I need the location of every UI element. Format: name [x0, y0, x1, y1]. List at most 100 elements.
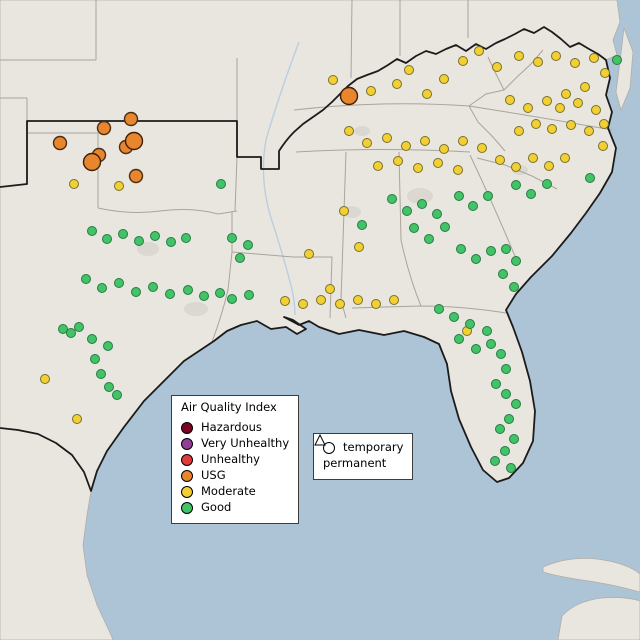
symbol-legend-rows: temporary permanent — [314, 434, 403, 472]
aqi-station-dot-good — [58, 324, 68, 334]
aqi-station-dot-good — [118, 229, 128, 239]
aqi-station-dot-good — [104, 382, 114, 392]
aqi-station-dot-good — [511, 256, 521, 266]
aqi-station-dot-moderate — [544, 161, 554, 171]
aqi-station-dot-good — [103, 341, 113, 351]
aqi-station-dot-moderate — [598, 141, 608, 151]
aqi-station-dot-good — [526, 189, 536, 199]
aqi-station-dot-moderate — [561, 89, 571, 99]
aqi-station-dot-moderate — [392, 79, 402, 89]
aqi-station-dot-moderate — [373, 161, 383, 171]
symbol-legend-item: temporary — [323, 440, 403, 456]
aqi-station-dot-good — [612, 55, 622, 65]
aqi-station-dot-good — [471, 344, 481, 354]
aqi-station-dot-moderate — [371, 299, 381, 309]
aqi-station-dot-moderate — [69, 179, 79, 189]
aqi-station-dot-good — [432, 209, 442, 219]
aqi-station-dot-moderate — [573, 98, 583, 108]
aqi-station-dot-moderate — [335, 299, 345, 309]
aqi-station-dot-good — [509, 434, 519, 444]
aqi-color-marker-icon — [181, 501, 193, 514]
aqi-station-dot-good — [449, 312, 459, 322]
aqi-legend-item: Very Unhealthy — [181, 436, 289, 452]
cuba-island — [542, 557, 640, 593]
aqi-station-dot-good — [134, 236, 144, 246]
symbol-legend-item: permanent — [314, 434, 403, 472]
aqi-station-dot-moderate — [362, 138, 372, 148]
aqi-legend-rows: Hazardous Very Unhealthy Unhealthy USG Moder… — [181, 420, 289, 516]
aqi-station-dot-moderate — [339, 206, 349, 216]
aqi-legend-label: Moderate — [201, 483, 256, 498]
aqi-station-dot-moderate — [422, 89, 432, 99]
aqi-legend-label: Hazardous — [201, 419, 262, 434]
aqi-station-dot-good — [227, 233, 237, 243]
aqi-color-marker-icon — [181, 469, 193, 482]
aqi-station-dot-good — [424, 234, 434, 244]
aqi-station-dot-moderate — [382, 133, 392, 143]
aqi-station-dot-good — [166, 237, 176, 247]
aqi-station-dot-good — [483, 191, 493, 201]
aqi-station-dot-good — [235, 253, 245, 263]
aqi-station-dot-good — [87, 334, 97, 344]
aqi-color-marker-icon — [181, 485, 193, 498]
aqi-station-dot-moderate — [316, 295, 326, 305]
aqi-station-dot-usg — [52, 135, 68, 151]
aqi-station-dot-good — [181, 233, 191, 243]
triangle-symbol-icon — [314, 434, 326, 446]
aqi-station-dot-moderate — [404, 65, 414, 75]
aqi-station-dot-good — [227, 294, 237, 304]
aqi-station-dot-moderate — [566, 120, 576, 130]
aqi-station-dot-moderate — [366, 86, 376, 96]
aqi-station-dot-moderate — [528, 153, 538, 163]
aqi-station-dot-moderate — [477, 143, 487, 153]
aqi-station-dot-usg — [123, 111, 139, 127]
aqi-station-dot-moderate — [328, 75, 338, 85]
aqi-station-dot-moderate — [600, 68, 610, 78]
aqi-legend: Air Quality Index Hazardous Very Unhealth… — [171, 395, 300, 524]
aqi-station-dot-good — [501, 389, 511, 399]
aqi-station-dot-moderate — [298, 299, 308, 309]
aqi-station-dot-moderate — [393, 156, 403, 166]
aqi-station-dot-moderate — [280, 296, 290, 306]
aqi-station-dot-moderate — [389, 295, 399, 305]
aqi-station-dot-good — [491, 379, 501, 389]
aqi-station-dot-moderate — [511, 162, 521, 172]
aqi-station-dot-moderate — [533, 57, 543, 67]
aqi-station-dot-moderate — [523, 103, 533, 113]
aqi-station-dot-good — [199, 291, 209, 301]
aqi-legend-label: USG — [201, 467, 226, 482]
aqi-station-dot-good — [490, 456, 500, 466]
aqi-station-dot-moderate — [114, 181, 124, 191]
aqi-station-dot-moderate — [514, 51, 524, 61]
aqi-station-dot-good — [501, 244, 511, 254]
aqi-station-dot-good — [496, 349, 506, 359]
aqi-station-dot-good — [96, 369, 106, 379]
aqi-station-dot-good — [387, 194, 397, 204]
aqi-station-dot-good — [183, 285, 193, 295]
aqi-station-dot-good — [440, 222, 450, 232]
aqi-station-dot-good — [165, 289, 175, 299]
aqi-color-marker-icon — [181, 437, 193, 450]
aqi-legend-item: Unhealthy — [181, 452, 289, 468]
aqi-station-dot-moderate — [505, 95, 515, 105]
mississippi-river — [262, 41, 300, 316]
aqi-station-dot-usg — [128, 168, 144, 184]
aqi-station-dot-moderate — [439, 144, 449, 154]
aqi-station-dot-good — [585, 173, 595, 183]
aqi-station-dot-good — [509, 282, 519, 292]
aqi-station-dot-good — [90, 354, 100, 364]
aqi-station-dot-good — [465, 319, 475, 329]
aqi-station-dot-good — [66, 328, 76, 338]
aqi-station-dot-good — [506, 463, 516, 473]
aqi-station-dot-moderate — [439, 74, 449, 84]
aqi-color-marker-icon — [181, 453, 193, 466]
aqi-station-dot-good — [511, 399, 521, 409]
aqi-station-dot-good — [215, 288, 225, 298]
aqi-station-dot-good — [486, 339, 496, 349]
aqi-station-dot-good — [468, 201, 478, 211]
aqi-station-dot-good — [501, 364, 511, 374]
symbol-legend-label: permanent — [323, 456, 387, 471]
aqi-station-dot-moderate — [584, 126, 594, 136]
aqi-station-dot-good — [244, 290, 254, 300]
